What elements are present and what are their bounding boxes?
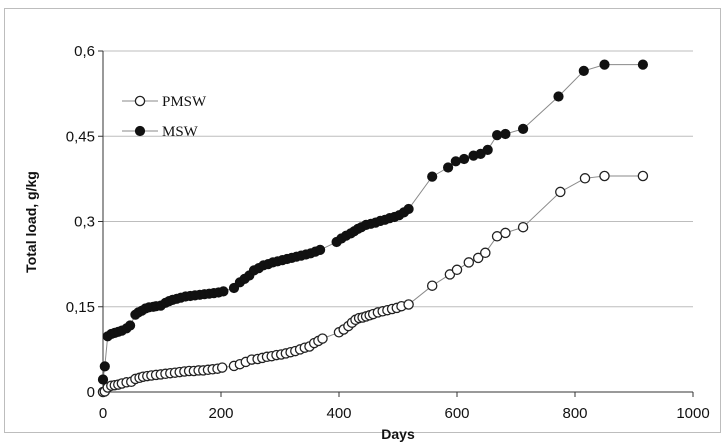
data-point-pmsw — [555, 186, 566, 198]
data-point-pmsw — [480, 247, 491, 259]
data-point-msw — [518, 123, 529, 134]
data-point-msw — [125, 320, 136, 331]
data-point-pmsw — [599, 170, 610, 182]
y-tick-label: 0,45 — [66, 128, 95, 145]
data-point-msw — [427, 171, 438, 182]
series-layer — [97, 59, 649, 398]
x-tick-label: 600 — [444, 405, 469, 422]
data-point-msw — [637, 59, 649, 70]
legend-label-msw: MSW — [162, 124, 199, 140]
legend-marker-msw — [134, 125, 146, 137]
data-point-pmsw — [500, 227, 511, 239]
data-point-pmsw — [472, 252, 484, 264]
data-point-pmsw — [317, 333, 328, 344]
y-tick-label: 0,15 — [66, 299, 95, 316]
x-axis-title: Days — [381, 426, 415, 442]
y-axis-title: Total load, g/kg — [23, 171, 39, 273]
data-point-msw — [553, 91, 564, 102]
series-line-pmsw — [102, 175, 643, 393]
figure-border — [4, 8, 721, 433]
data-point-pmsw — [637, 170, 649, 182]
x-tick-label: 400 — [326, 405, 351, 422]
data-point-pmsw — [216, 362, 228, 373]
data-point-msw — [403, 203, 414, 215]
data-point-pmsw — [403, 299, 414, 310]
data-point-pmsw — [517, 221, 529, 233]
data-point-pmsw — [463, 257, 475, 268]
data-point-msw — [315, 244, 326, 255]
data-point-msw — [599, 59, 610, 70]
data-point-msw — [450, 156, 461, 167]
axes-layer: 0 0,15 0,3 0,45 0,6 0 200 400 600 800 1000 — [66, 43, 710, 422]
legend: PMSW MSW — [122, 94, 207, 140]
data-point-msw — [218, 286, 229, 297]
x-tick-label: 1000 — [676, 405, 709, 422]
data-point-msw — [500, 128, 511, 140]
y-tick-label: 0,6 — [74, 43, 95, 60]
data-point-pmsw — [426, 280, 438, 291]
legend-label-pmsw: PMSW — [162, 94, 207, 110]
legend-marker-pmsw — [134, 95, 146, 107]
data-point-pmsw — [579, 173, 591, 184]
y-tick-label: 0,3 — [74, 214, 95, 231]
data-point-pmsw — [451, 264, 463, 276]
data-point-msw — [97, 374, 109, 385]
x-tick-label: 0 — [99, 405, 107, 422]
x-tick-label: 800 — [562, 405, 587, 422]
data-point-msw — [459, 153, 470, 165]
data-point-msw — [492, 130, 503, 141]
x-tick-label: 200 — [208, 405, 233, 422]
data-point-msw — [443, 162, 454, 173]
data-point-msw — [482, 144, 493, 155]
data-point-msw — [99, 361, 110, 372]
y-tick-label: 0 — [87, 384, 95, 401]
data-point-msw — [578, 65, 589, 77]
